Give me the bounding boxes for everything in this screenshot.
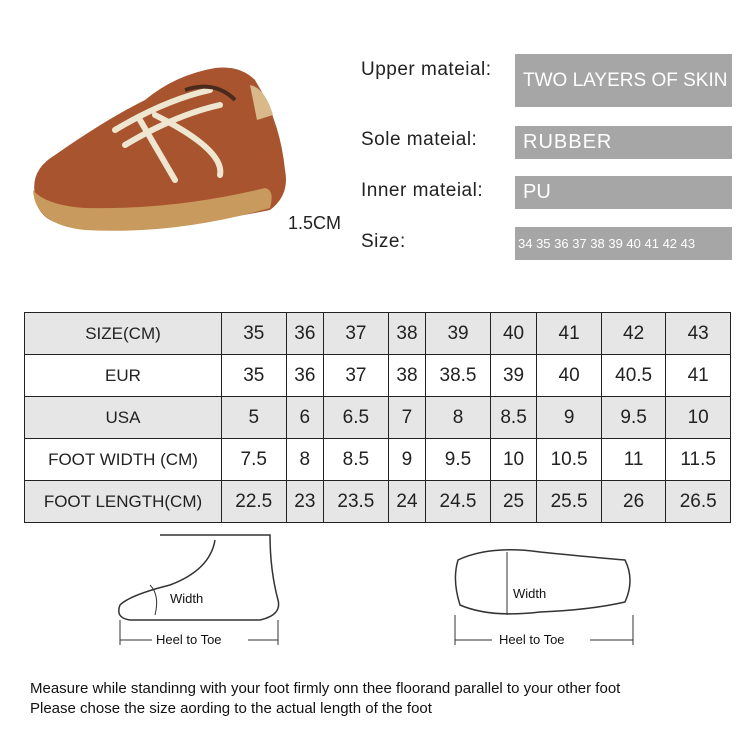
table-cell: 41 <box>536 312 602 355</box>
spec-label-inner: Inner mateial: <box>361 180 484 201</box>
table-cell: 8.5 <box>489 396 538 439</box>
table-cell: 38.5 <box>425 354 491 397</box>
table-cell: 36 <box>285 354 325 397</box>
table-cell: 39 <box>425 312 491 355</box>
table-cell: 11 <box>600 438 667 481</box>
table-cell: 25.5 <box>536 480 602 523</box>
table-cell: 23.5 <box>323 480 389 523</box>
table-row: FOOT WIDTH (CM) 7.5 8 8.5 9 9.5 10 10.5 11 11.5 <box>24 438 731 481</box>
table-cell: 38 <box>387 354 427 397</box>
spec-value-inner: PU <box>515 176 732 209</box>
table-cell: 9.5 <box>425 438 491 481</box>
table-cell: 8 <box>425 396 491 439</box>
top-length-label: Heel to Toe <box>499 632 565 647</box>
table-cell: 39 <box>489 354 538 397</box>
table-cell: 25 <box>489 480 538 523</box>
table-cell: 10 <box>665 396 731 439</box>
table-cell: 8.5 <box>323 438 389 481</box>
note-measure: Measure while standinng with your foot f… <box>30 680 621 697</box>
table-row: USA 5 6 6.5 7 8 8.5 9 9.5 10 <box>24 396 731 439</box>
table-cell: 35 <box>221 312 287 355</box>
table-cell: 6.5 <box>323 396 389 439</box>
side-width-label: Width <box>170 591 204 606</box>
table-cell: 10.5 <box>536 438 602 481</box>
foot-top-diagram <box>454 549 634 645</box>
side-length-label: Heel to Toe <box>156 632 222 647</box>
table-cell: 10 <box>489 438 538 481</box>
table-cell: 40 <box>536 354 602 397</box>
table-cell: 24.5 <box>425 480 491 523</box>
table-cell: 40.5 <box>600 354 667 397</box>
table-cell: 43 <box>665 312 731 355</box>
table-cell: 41 <box>665 354 731 397</box>
table-cell: 7.5 <box>221 438 287 481</box>
spec-label-sole: Sole mateial: <box>361 129 478 150</box>
spec-value-sole: RUBBER <box>515 126 732 159</box>
table-cell: 7 <box>387 396 427 439</box>
table-cell: 23 <box>285 480 325 523</box>
table-cell: 37 <box>323 312 389 355</box>
table-cell: 26.5 <box>665 480 731 523</box>
foot-side-diagram <box>118 534 280 645</box>
row-header: FOOT WIDTH (CM) <box>24 438 222 481</box>
table-cell: 5 <box>221 396 287 439</box>
table-cell: 8 <box>285 438 325 481</box>
table-cell: 22.5 <box>221 480 287 523</box>
table-cell: 11.5 <box>665 438 731 481</box>
row-header: FOOT LENGTH(CM) <box>24 480 222 523</box>
row-header: USA <box>24 396 222 439</box>
table-row: FOOT LENGTH(CM) 22.5 23 23.5 24 24.5 25 25.5 26 2… <box>24 480 731 523</box>
row-header: SIZE(CM) <box>24 312 222 355</box>
spec-label-size: Size: <box>361 231 406 252</box>
table-cell: 9.5 <box>600 396 667 439</box>
size-table: SIZE(CM) 35 36 37 38 39 40 41 42 43 EUR 35 36 37 38 38.… <box>24 312 731 523</box>
table-cell: 40 <box>489 312 538 355</box>
table-cell: 42 <box>600 312 667 355</box>
table-cell: 38 <box>387 312 427 355</box>
top-width-label: Width <box>513 586 547 601</box>
table-row: EUR 35 36 37 38 38.5 39 40 40.5 41 <box>24 354 731 397</box>
table-row: SIZE(CM) 35 36 37 38 39 40 41 42 43 <box>24 312 731 355</box>
table-cell: 26 <box>600 480 667 523</box>
shoe-image <box>33 67 286 231</box>
spec-value-size: 34 35 36 37 38 39 40 41 42 43 <box>515 227 732 260</box>
table-cell: 35 <box>221 354 287 397</box>
table-cell: 6 <box>285 396 325 439</box>
table-cell: 24 <box>387 480 427 523</box>
row-header: EUR <box>24 354 222 397</box>
table-cell: 9 <box>536 396 602 439</box>
note-size: Please chose the size aording to the act… <box>30 700 432 717</box>
spec-value-upper: TWO LAYERS OF SKIN <box>515 54 732 107</box>
table-cell: 37 <box>323 354 389 397</box>
table-cell: 36 <box>285 312 325 355</box>
heel-height-label: 1.5CM <box>288 213 342 233</box>
spec-label-upper: Upper mateial: <box>361 59 492 80</box>
table-cell: 9 <box>387 438 427 481</box>
